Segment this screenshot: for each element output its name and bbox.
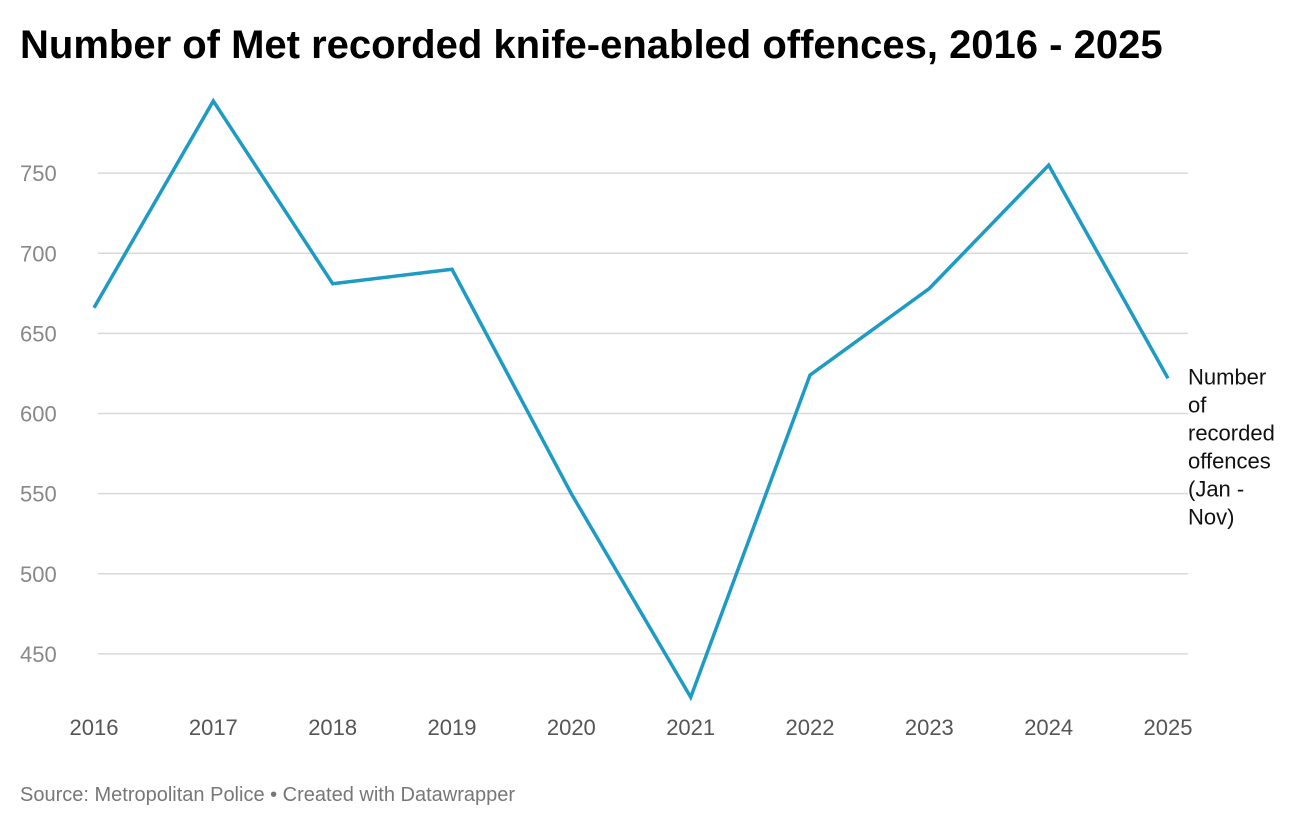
x-tick-label: 2023 [905, 715, 954, 740]
data-point-2020 [568, 491, 574, 497]
series-label-line: of [1188, 392, 1207, 417]
series-direct-label: Number of recorded offences (Jan - Nov) [1188, 364, 1275, 529]
data-point-2025 [1165, 375, 1171, 381]
data-point-2019 [449, 266, 455, 272]
x-tick-label: 2019 [428, 715, 477, 740]
series-label-line: (Jan - [1188, 476, 1244, 501]
x-tick-label: 2021 [666, 715, 715, 740]
data-point-2021 [688, 694, 694, 700]
series-label-line: offences [1188, 448, 1271, 473]
data-point-2024 [1046, 162, 1052, 168]
x-tick-label: 2025 [1144, 715, 1193, 740]
data-point-2023 [926, 286, 932, 292]
y-tick-label: 600 [20, 402, 57, 427]
x-tick-label: 2022 [786, 715, 835, 740]
y-tick-label: 500 [20, 562, 57, 587]
x-tick-label: 2016 [70, 715, 119, 740]
chart-title: Number of Met recorded knife-enabled off… [20, 23, 1163, 67]
y-tick-label: 450 [20, 642, 57, 667]
x-tick-label: 2018 [308, 715, 357, 740]
y-tick-label: 550 [20, 482, 57, 507]
y-tick-label: 650 [20, 321, 57, 346]
series-label-line: Nov) [1188, 504, 1234, 529]
series [91, 97, 1171, 702]
data-point-2017 [210, 98, 216, 104]
x-tick-label: 2017 [189, 715, 238, 740]
data-point-2016 [91, 305, 97, 311]
data-point-2022 [807, 372, 813, 378]
x-tick-label: 2024 [1024, 715, 1073, 740]
series-line [92, 97, 1170, 702]
data-point-2018 [330, 281, 336, 287]
y-tick-label: 700 [20, 241, 57, 266]
gridlines [98, 172, 1188, 655]
series-label: Number of recorded offences (Jan - Nov) [1188, 364, 1275, 529]
x-axis-ticks: 2016 2017 2018 2019 2020 2021 2022 2023 2024 2025 [70, 715, 1193, 740]
x-tick-label: 2020 [547, 715, 596, 740]
y-tick-label: 750 [20, 161, 57, 186]
series-label-line: Number [1188, 364, 1266, 389]
series-label-line: recorded [1188, 420, 1275, 445]
source-credit: Source: Metropolitan Police • Created wi… [20, 784, 516, 806]
y-axis-ticks: 450 500 550 600 650 700 750 [20, 161, 57, 667]
